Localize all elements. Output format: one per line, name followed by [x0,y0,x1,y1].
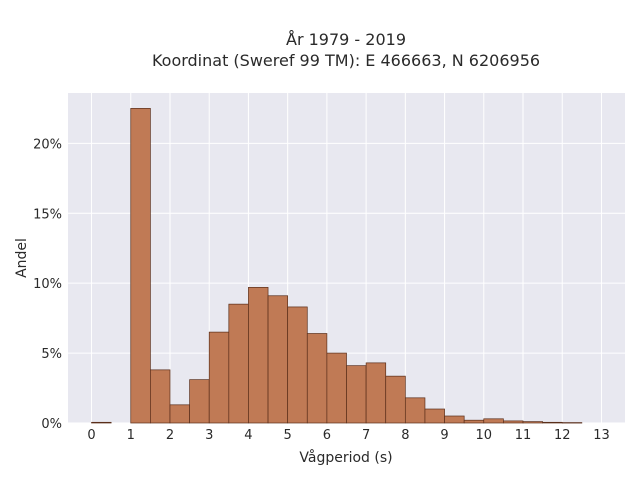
histogram-bar [542,421,563,424]
x-tick-label: 13 [593,428,610,443]
histogram-bar [287,306,308,424]
bars [91,108,583,424]
histogram-bar [346,365,367,424]
histogram-bar [404,397,426,424]
x-tick-label: 10 [476,428,493,443]
y-tick-label: 15% [33,207,62,222]
x-tick-label: 2 [166,428,174,443]
y-tick-label: 20% [33,137,62,152]
histogram-bar [365,362,387,424]
histogram-bar [228,303,249,424]
y-tick-label: 0% [41,417,62,432]
histogram-bar [267,295,289,424]
histogram-bar [463,419,485,424]
histogram-bar [561,422,583,424]
histogram-bar [208,331,230,424]
histogram-bar [444,415,465,424]
x-tick-label: 5 [284,428,292,443]
x-tick-label: 0 [87,428,95,443]
histogram-bar [522,421,543,424]
histogram-bar [483,418,504,424]
histogram-bar [326,352,347,424]
histogram-bar [150,369,171,424]
x-tick-label: 1 [127,428,135,443]
y-tick-label: 5% [41,347,62,362]
histogram-bar [306,333,328,424]
histogram-bar [130,108,151,424]
histogram-bar [385,375,406,424]
chart-subtitle: Koordinat (Sweref 99 TM): E 466663, N 62… [152,51,540,70]
histogram-bar [91,421,112,424]
histogram-bar [189,379,210,424]
histogram-bar [503,420,524,424]
y-axis-ticks: 0% 5% 10% 15% 20% [33,137,62,432]
y-axis-label: Andel [14,238,30,278]
histogram-bar [424,408,445,424]
x-tick-label: 8 [401,428,409,443]
chart-title: År 1979 - 2019 [286,30,406,49]
x-tick-label: 7 [362,428,370,443]
x-tick-label: 9 [440,428,448,443]
histogram-bar [248,287,269,424]
x-tick-label: 11 [515,428,532,443]
x-tick-label: 12 [554,428,571,443]
y-tick-label: 10% [33,277,62,292]
x-tick-label: 4 [244,428,252,443]
histogram-bar [169,404,190,424]
x-axis-label: Vågperiod (s) [299,449,392,466]
x-tick-label: 6 [323,428,331,443]
x-tick-label: 3 [205,428,213,443]
x-axis-ticks: 0 1 2 3 4 5 6 7 8 9 10 11 12 13 [87,428,609,443]
